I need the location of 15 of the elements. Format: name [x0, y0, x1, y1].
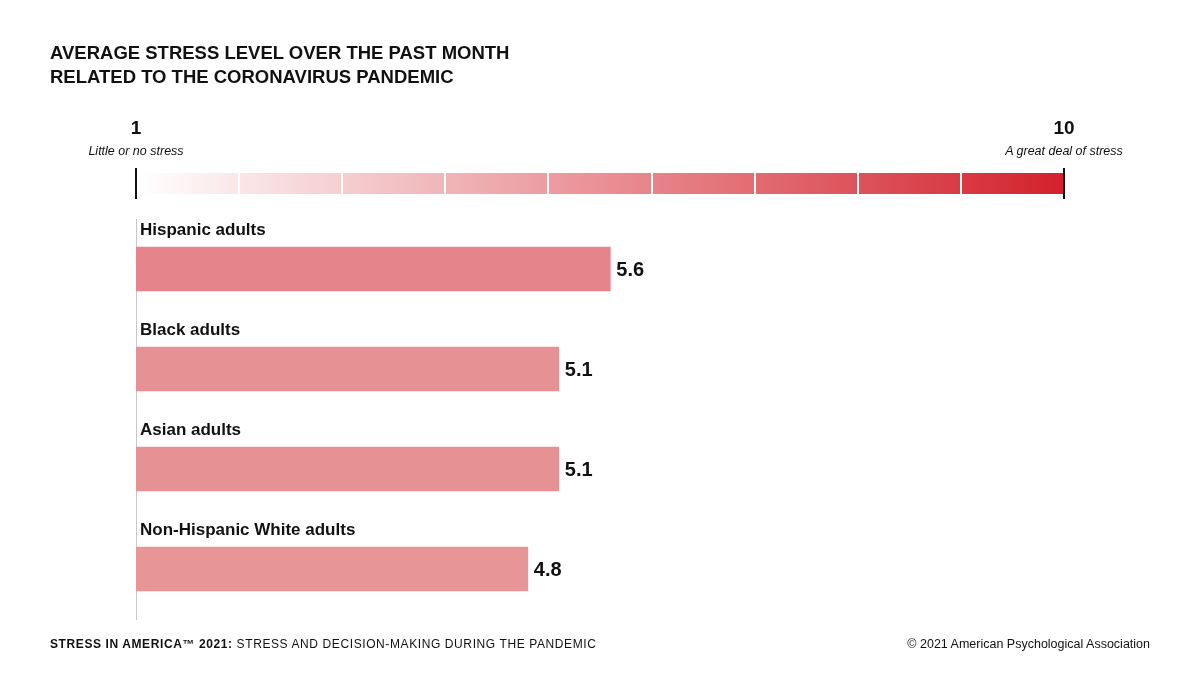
- text: STRESS IN AMERICA™ 2021: STRESS AND DECISION-MAKING DURING THE PANDEMIC: [50, 637, 597, 651]
- x-tick-label: 10: [1053, 116, 1075, 138]
- chart-title: AVERAGE STRESS LEVEL OVER THE PAST MONTH RELATED TO THE CORONAVIRUS PANDEMIC: [50, 41, 511, 89]
- y-tick-label: Black adults: [140, 320, 241, 339]
- x-tick-label: 1: [130, 116, 142, 138]
- data-label: 5.6: [616, 257, 645, 280]
- y-tick-label: Non-Hispanic White adults: [140, 520, 356, 539]
- data-label: 5.1: [564, 457, 593, 480]
- text: A great deal of stress: [1004, 144, 1123, 159]
- text: © 2021 American Psychological Association: [907, 637, 1150, 651]
- data-label: 5.1: [564, 357, 593, 380]
- y-tick-label: Asian adults: [140, 420, 242, 439]
- text: Little or no stress: [88, 144, 184, 159]
- y-tick-label: Hispanic adults: [140, 220, 266, 239]
- data-label: 4.8: [533, 557, 562, 580]
